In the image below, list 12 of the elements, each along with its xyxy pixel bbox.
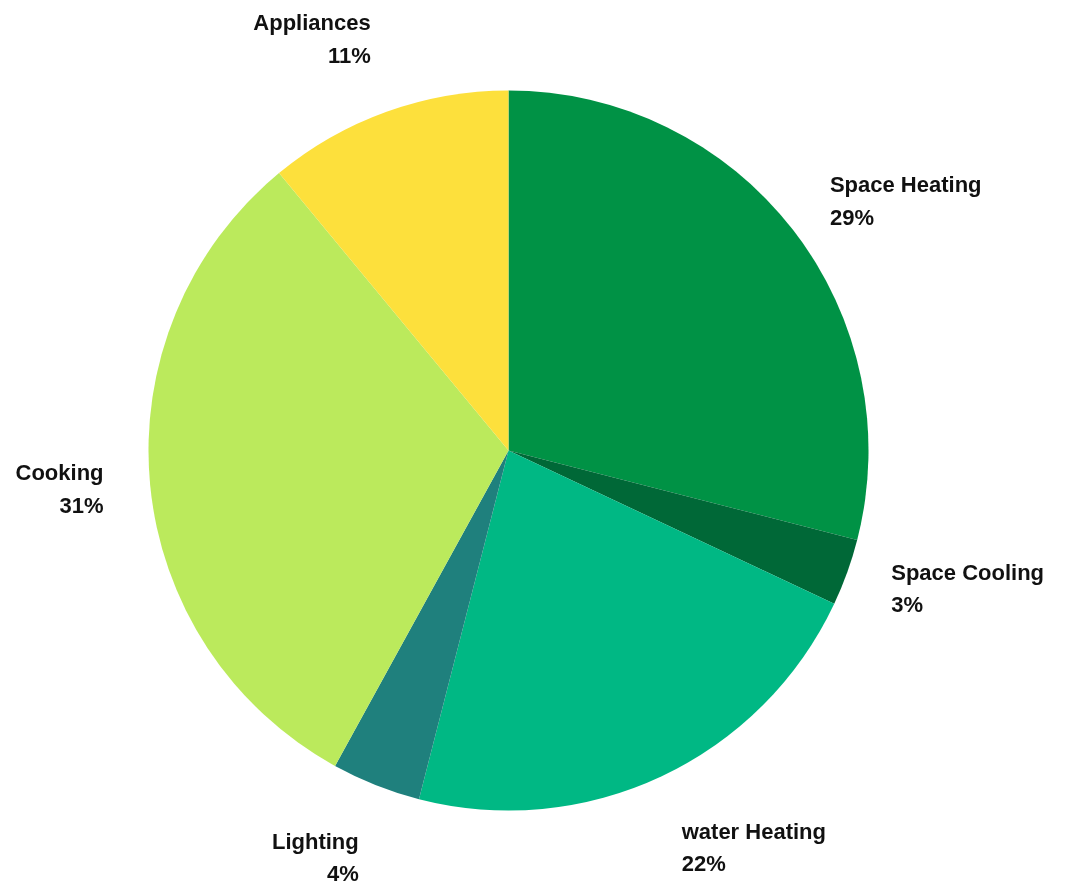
- data-label: 3%: [891, 592, 924, 618]
- slice-label: Lighting: [272, 828, 359, 854]
- slice-label: Cooking: [15, 460, 104, 486]
- data-label: 22%: [681, 851, 726, 877]
- slice-label: Space Heating: [829, 172, 982, 198]
- slice-label: Appliances: [253, 10, 371, 36]
- slice-label: Space Cooling: [891, 559, 1045, 585]
- data-label: 29%: [829, 204, 874, 230]
- slice-label: water Heating: [680, 818, 826, 844]
- data-label: 11%: [327, 42, 371, 68]
- data-label: 31%: [59, 492, 104, 518]
- data-label: 4%: [326, 861, 359, 881]
